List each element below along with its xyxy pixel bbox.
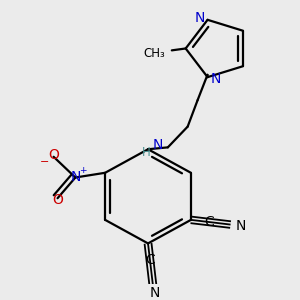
Text: N: N: [70, 170, 81, 184]
Text: N: N: [150, 286, 160, 300]
Text: N: N: [210, 72, 221, 86]
Text: N: N: [235, 220, 246, 233]
Text: H: H: [142, 146, 150, 159]
Text: O: O: [48, 148, 59, 162]
Text: CH₃: CH₃: [143, 47, 165, 60]
Text: C: C: [204, 215, 214, 229]
Text: −: −: [40, 158, 50, 167]
Text: N: N: [153, 139, 163, 152]
Text: +: +: [80, 167, 87, 176]
Text: C: C: [145, 254, 155, 267]
Text: N: N: [194, 11, 205, 25]
Text: O: O: [52, 193, 63, 207]
